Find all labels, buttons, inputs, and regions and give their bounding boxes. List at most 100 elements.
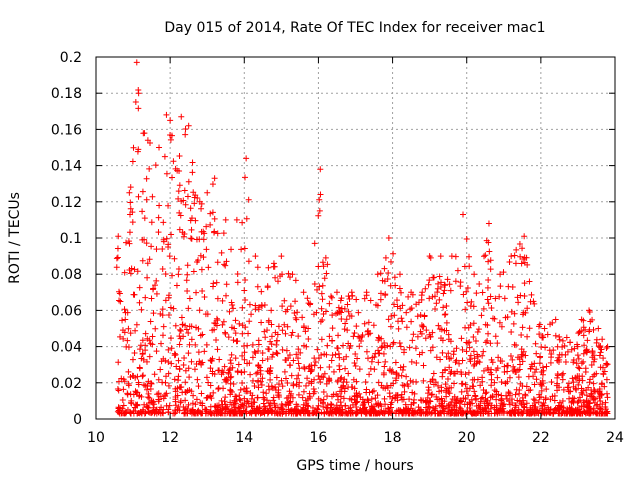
data-point	[398, 315, 405, 322]
data-point	[317, 191, 324, 198]
data-point	[175, 265, 182, 272]
data-point	[219, 297, 226, 304]
data-point	[539, 364, 546, 371]
data-point	[296, 365, 303, 372]
data-point	[124, 391, 131, 398]
data-point	[148, 379, 155, 386]
data-point	[597, 349, 604, 356]
data-point	[390, 341, 397, 348]
data-point-peak	[586, 307, 593, 314]
data-point	[172, 409, 179, 416]
data-point	[289, 329, 296, 336]
data-point	[180, 333, 187, 340]
data-point	[438, 384, 445, 391]
data-point	[365, 331, 372, 338]
data-point	[185, 329, 192, 336]
data-point	[424, 390, 431, 397]
data-point	[408, 305, 415, 312]
data-point	[115, 359, 122, 366]
data-point	[319, 282, 326, 289]
data-point	[239, 304, 246, 311]
data-point	[366, 389, 373, 396]
data-point	[532, 403, 539, 410]
data-point	[419, 323, 426, 330]
data-point	[392, 359, 399, 366]
x-tick-label: 12	[161, 430, 179, 446]
data-point	[250, 407, 257, 414]
data-point	[187, 235, 194, 242]
data-point	[122, 316, 129, 323]
data-point	[482, 252, 489, 259]
data-point	[143, 386, 150, 393]
data-point-peak	[460, 211, 467, 218]
data-point	[284, 323, 291, 330]
data-point	[169, 174, 176, 181]
data-point	[316, 283, 323, 290]
data-point	[601, 383, 608, 390]
data-point	[318, 305, 325, 312]
data-point	[475, 326, 482, 333]
data-point	[259, 349, 266, 356]
data-point	[185, 365, 192, 372]
data-point	[349, 292, 356, 299]
data-point	[159, 265, 166, 272]
x-tick-label: 14	[235, 430, 253, 446]
data-point	[188, 407, 195, 414]
data-point	[372, 395, 379, 402]
data-point-peak	[135, 90, 142, 97]
data-point	[336, 354, 343, 361]
data-point	[152, 325, 159, 332]
data-point	[133, 321, 140, 328]
data-point	[485, 330, 492, 337]
x-tick-label: 10	[87, 430, 105, 446]
data-point	[429, 329, 436, 336]
data-point-peak	[408, 289, 415, 296]
data-point	[268, 307, 275, 314]
data-point	[391, 274, 398, 281]
data-point	[157, 393, 164, 400]
data-point	[506, 390, 513, 397]
data-point	[488, 376, 495, 383]
data-point	[207, 210, 214, 217]
data-point	[509, 407, 516, 414]
data-point	[514, 294, 521, 301]
data-point	[443, 387, 450, 394]
data-point	[168, 132, 175, 139]
data-point	[192, 217, 199, 224]
data-point	[449, 396, 456, 403]
data-point	[453, 357, 460, 364]
data-point	[401, 382, 408, 389]
data-point	[258, 382, 265, 388]
data-point	[256, 405, 263, 412]
data-point	[311, 362, 318, 369]
data-point	[466, 356, 473, 363]
data-point	[163, 235, 170, 242]
data-point	[273, 349, 280, 356]
data-point	[170, 158, 177, 165]
data-point	[120, 386, 127, 393]
data-point	[143, 175, 150, 182]
data-point	[369, 388, 376, 395]
data-point	[287, 398, 294, 405]
data-point	[426, 397, 433, 404]
data-point	[317, 364, 324, 371]
data-point	[571, 345, 578, 352]
data-point	[165, 370, 172, 377]
data-point	[586, 379, 593, 386]
data-point	[279, 271, 286, 278]
data-point	[130, 291, 137, 298]
data-point-peak	[485, 220, 492, 227]
data-point	[136, 284, 143, 291]
data-point	[479, 352, 486, 359]
data-point	[542, 344, 549, 351]
data-point	[575, 355, 582, 362]
data-point	[519, 245, 526, 252]
data-point	[328, 357, 335, 364]
data-point	[499, 358, 506, 365]
data-point	[344, 301, 351, 308]
data-point	[123, 343, 130, 350]
data-point	[344, 327, 351, 334]
data-point	[257, 378, 264, 385]
data-point	[579, 391, 586, 398]
data-point	[176, 182, 183, 189]
